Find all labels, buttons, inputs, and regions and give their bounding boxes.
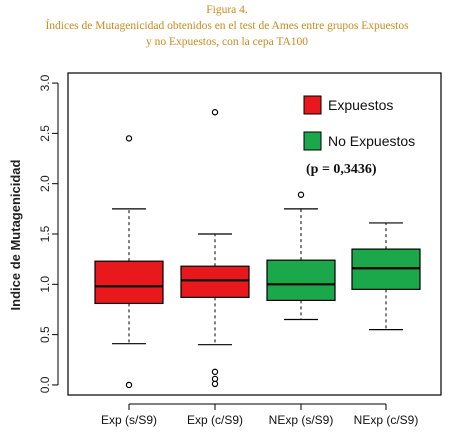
box-iqr xyxy=(266,259,336,302)
x-tick-label: Exp (c/S9) xyxy=(187,413,243,427)
boxes-layer xyxy=(94,109,421,389)
outlier-point xyxy=(211,109,219,116)
figure-caption-line-1: Índices de Mutagenicidad obtenidos en el… xyxy=(45,20,409,32)
box-group xyxy=(266,191,336,321)
outlier-point xyxy=(211,368,219,376)
outlier-point xyxy=(125,381,133,389)
y-tick-label: 3.0 xyxy=(38,74,52,91)
box-iqr xyxy=(94,260,164,305)
y-axis: 0.0 0.5 1.0 1.5 2.0 2.5 3.0 xyxy=(38,74,59,393)
outlier-point xyxy=(211,375,219,383)
legend-label: No Expuestos xyxy=(328,133,415,149)
y-tick-label: 2.0 xyxy=(38,175,52,192)
figure-number: Figura 4. xyxy=(206,4,248,16)
box-group xyxy=(351,222,421,331)
box-iqr xyxy=(180,265,250,298)
y-tick-label: 1.5 xyxy=(38,225,52,242)
outlier-point xyxy=(297,191,305,198)
x-tick-label: NExp (c/S9) xyxy=(354,413,419,427)
y-tick-label: 0.0 xyxy=(38,376,52,393)
legend-label: Expuestos xyxy=(328,97,393,113)
outlier-point xyxy=(125,135,133,142)
outlier-point xyxy=(211,380,219,388)
box-group xyxy=(180,109,250,388)
box-group xyxy=(94,135,164,389)
legend: Expuestos No Expuestos xyxy=(303,95,415,151)
legend-swatch xyxy=(303,95,322,115)
y-tick-label: 0.5 xyxy=(38,326,52,343)
x-tick-label: NExp (s/S9) xyxy=(269,413,334,427)
x-axis: Exp (s/S9) Exp (c/S9) NExp (s/S9) NExp (c/S… xyxy=(101,403,419,427)
x-tick-label: Exp (s/S9) xyxy=(101,413,157,427)
y-axis-label: Indice de Mutagenicidad xyxy=(8,159,23,310)
plot-frame xyxy=(67,72,442,396)
y-tick-label: 1.0 xyxy=(38,276,52,293)
legend-swatch xyxy=(303,131,322,151)
figure-caption-line-2: y no Expuestos, con la cepa TA100 xyxy=(145,36,309,48)
y-tick-label: 2.5 xyxy=(38,125,52,142)
p-value-annotation: (p = 0,3436) xyxy=(306,162,377,177)
